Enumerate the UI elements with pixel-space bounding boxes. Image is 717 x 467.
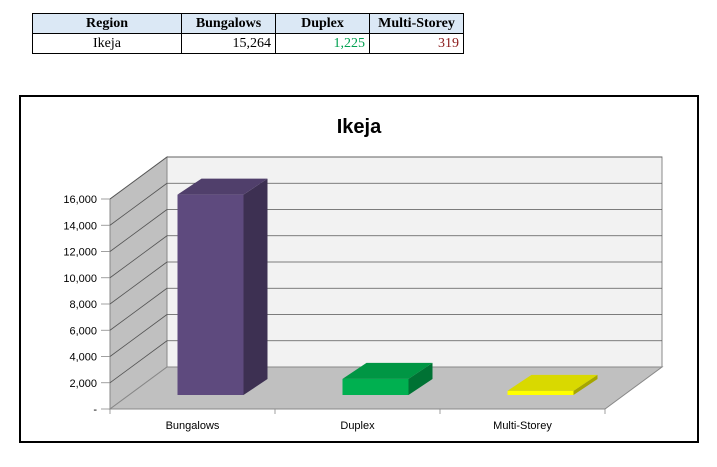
bar-top bbox=[177, 178, 268, 195]
y-tick-label: - bbox=[93, 404, 97, 416]
bar-side bbox=[243, 178, 268, 395]
gridline-side bbox=[109, 340, 168, 384]
x-tick-label: Multi-Storey bbox=[493, 420, 552, 432]
cell-region: Ikeja bbox=[32, 33, 182, 54]
x-tick-label: Duplex bbox=[340, 420, 375, 432]
bar-multi-storey bbox=[507, 374, 598, 395]
bar-side bbox=[408, 362, 433, 395]
y-tick-label: 4,000 bbox=[69, 352, 97, 364]
gridline-side bbox=[109, 156, 168, 200]
gridline-side bbox=[109, 209, 168, 252]
cell-bungalows: 15,264 bbox=[181, 33, 276, 54]
cell-duplex: 1,225 bbox=[275, 33, 370, 54]
bar-chart: Ikeja - 2,000 4,000 6,000 8,000 10,000 12,000 1… bbox=[63, 116, 664, 432]
bar-duplex bbox=[342, 362, 433, 395]
header-region: Region bbox=[32, 13, 182, 34]
gridline-side bbox=[109, 287, 168, 331]
header-duplex: Duplex bbox=[275, 13, 370, 34]
gridline-side bbox=[109, 235, 168, 279]
x-axis: Bungalows Duplex Multi-Storey bbox=[109, 408, 606, 432]
chart-title: Ikeja bbox=[337, 116, 382, 138]
y-tick-label: 16,000 bbox=[63, 194, 97, 206]
y-tick-label: 2,000 bbox=[69, 378, 97, 390]
gridline-side bbox=[109, 314, 168, 357]
header-bungalows: Bungalows bbox=[181, 13, 276, 34]
header-multi-storey: Multi-Storey bbox=[369, 13, 464, 34]
y-tick-label: 10,000 bbox=[63, 273, 97, 285]
chart-frame: Ikeja - 2,000 4,000 6,000 8,000 10,000 12,000 1… bbox=[19, 95, 699, 443]
bar-front bbox=[342, 378, 409, 395]
cell-multi-storey: 319 bbox=[369, 33, 464, 54]
bar-top bbox=[507, 374, 598, 391]
bars bbox=[177, 178, 598, 395]
bar-bungalows bbox=[177, 178, 268, 395]
bar-front bbox=[177, 194, 244, 395]
y-tick-label: 12,000 bbox=[63, 247, 97, 259]
y-tick-label: 8,000 bbox=[69, 299, 97, 311]
gridline-side bbox=[109, 261, 168, 305]
y-tick-label: 14,000 bbox=[63, 220, 97, 232]
x-tick-label: Bungalows bbox=[166, 420, 220, 432]
bar-front bbox=[507, 390, 574, 395]
table-row: Ikeja 15,264 1,225 319 bbox=[32, 33, 464, 54]
bar-side bbox=[573, 374, 598, 395]
y-tick-label: 6,000 bbox=[69, 325, 97, 337]
gridline-side bbox=[109, 182, 168, 226]
data-table: Region Bungalows Duplex Multi-Storey Ike… bbox=[32, 13, 464, 54]
table-header-row: Region Bungalows Duplex Multi-Storey bbox=[32, 13, 464, 34]
y-axis: - 2,000 4,000 6,000 8,000 10,000 12,000 14,000 1… bbox=[63, 194, 110, 416]
bar-top bbox=[342, 362, 433, 379]
